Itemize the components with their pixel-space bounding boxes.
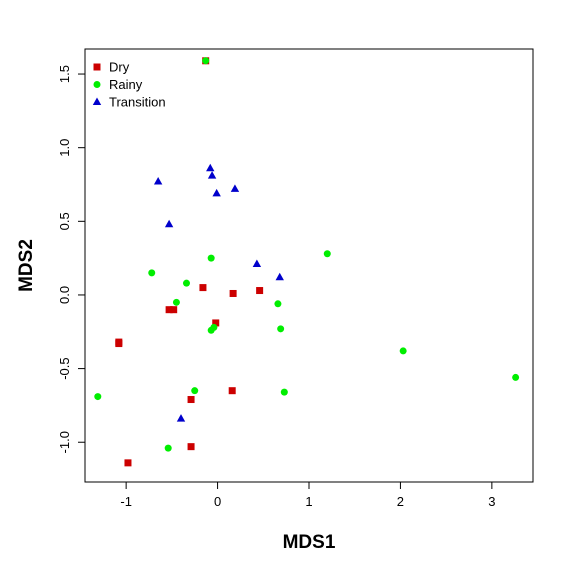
rainy-point	[280, 388, 288, 396]
y-tick-label: -1.0	[57, 431, 72, 453]
rainy-point	[148, 269, 156, 277]
transition-point	[275, 272, 284, 281]
rainy-point	[172, 298, 180, 306]
x-tick-label: 1	[305, 494, 312, 509]
transition-point	[164, 219, 174, 228]
legend-label: Dry	[109, 60, 130, 75]
rainy-point	[202, 57, 210, 65]
legend-label: Rainy	[109, 77, 143, 92]
transition-point	[176, 414, 186, 422]
dry-point	[229, 289, 237, 297]
legend-marker	[93, 63, 101, 71]
dry-point	[187, 443, 195, 451]
legend-marker	[92, 97, 102, 105]
data-points	[94, 57, 520, 467]
rainy-point	[277, 325, 285, 333]
x-tick-label: 0	[214, 494, 221, 509]
x-tick-label: 2	[397, 494, 404, 509]
y-tick-label: 1.5	[57, 65, 72, 83]
legend-marker	[93, 81, 101, 88]
transition-point	[206, 163, 215, 172]
y-tick-label: 1.0	[57, 139, 72, 157]
dry-point	[165, 306, 173, 314]
rainy-point	[207, 254, 215, 262]
plot-frame	[84, 48, 534, 483]
transition-point	[252, 259, 262, 268]
x-tick-label: -1	[120, 494, 132, 509]
legend-item-transition: Transition	[92, 95, 166, 110]
x-tick-label: 3	[488, 494, 495, 509]
transition-point	[153, 177, 163, 185]
rainy-point	[323, 250, 331, 258]
series-rainy	[94, 57, 520, 452]
transition-point	[207, 171, 217, 179]
y-tick-label: 0.5	[57, 212, 72, 230]
dry-point	[228, 387, 236, 395]
rainy-point	[191, 387, 199, 395]
legend: Dry Rainy Transition	[92, 60, 166, 110]
transition-point	[212, 188, 221, 197]
rainy-point	[207, 326, 215, 334]
y-tick-label: 0.0	[57, 286, 72, 304]
series-transition	[153, 163, 284, 422]
x-axis: -1 0 1 2 3	[120, 481, 495, 509]
dry-point	[170, 306, 178, 314]
rainy-point	[274, 300, 282, 308]
dry-point	[256, 287, 264, 295]
x-axis-title: MDS1	[283, 532, 336, 553]
transition-point	[230, 184, 240, 192]
y-axis-title: MDS2	[16, 239, 37, 292]
rainy-point	[94, 393, 102, 401]
dry-point	[199, 284, 207, 292]
dry-point	[212, 319, 220, 327]
legend-item-rainy: Rainy	[93, 77, 143, 92]
dry-point	[124, 459, 132, 467]
y-tick-label: -0.5	[57, 357, 72, 379]
legend-item-dry: Dry	[93, 60, 130, 75]
series-dry	[115, 57, 264, 467]
dry-point	[115, 340, 123, 348]
dry-point	[187, 396, 195, 404]
y-axis: -1.0 -0.5 0.0 0.5 1.0 1.5	[57, 65, 86, 453]
rainy-point	[182, 279, 190, 287]
rainy-point	[512, 373, 520, 381]
rainy-point	[164, 444, 172, 452]
legend-label: Transition	[109, 95, 166, 110]
rainy-point	[399, 347, 407, 355]
